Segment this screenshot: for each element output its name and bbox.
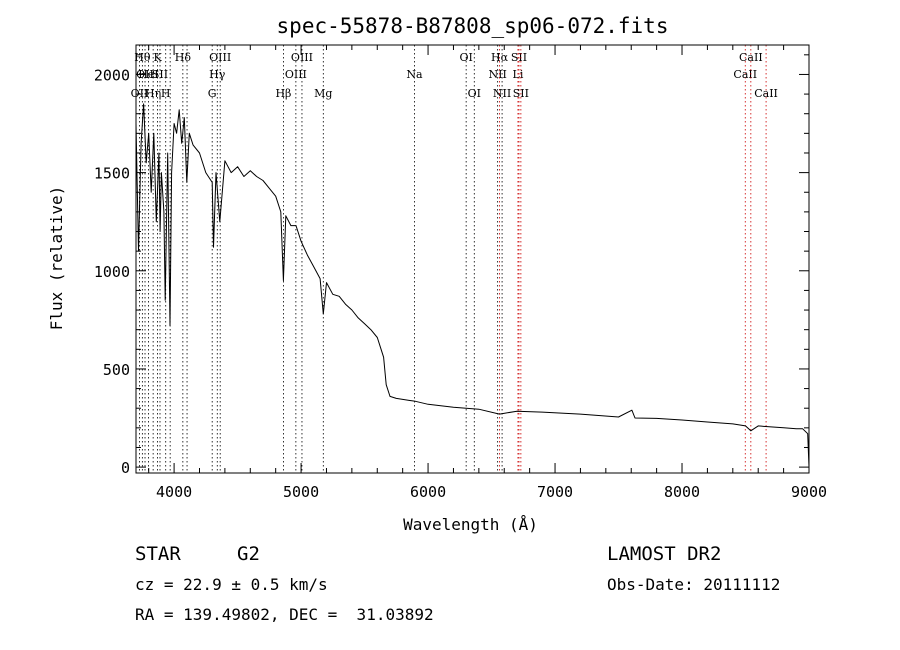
- observation-date: Obs-Date: 20111112: [607, 575, 781, 594]
- spectral-line-label: Hθ: [134, 51, 151, 64]
- spectral-line-label: Hγ: [209, 68, 226, 81]
- spectral-line-label: G: [208, 87, 217, 100]
- spectral-line-label: K: [153, 51, 162, 64]
- spectral-line-label: H: [161, 87, 171, 100]
- x-tick-label: 9000: [791, 483, 827, 501]
- spectral-line-label: OII: [131, 87, 149, 100]
- x-axis-label: Wavelength (Å): [403, 515, 538, 534]
- spectral-line-label: OI: [459, 51, 472, 64]
- spectral-line-label: OIII: [291, 51, 313, 64]
- spectral-line-label: NII: [488, 68, 506, 81]
- coordinates: RA = 139.49802, DEC = 31.03892: [135, 605, 434, 624]
- spectral-line-label: Hδ: [175, 51, 192, 64]
- spectral-line-label: OI: [468, 87, 481, 100]
- y-tick-label: 1000: [94, 263, 130, 281]
- spectral-line-label: Na: [406, 68, 423, 81]
- spectral-line-label: SII: [152, 68, 168, 81]
- object-subclass: G2: [237, 543, 260, 565]
- y-tick-label: 1500: [94, 165, 130, 183]
- spectral-line-label: Li: [513, 68, 524, 81]
- spectral-line-label: Mg: [314, 87, 332, 100]
- spectral-line-label: CaII: [739, 51, 763, 64]
- y-tick-label: 500: [103, 361, 130, 379]
- survey-name: LAMOST DR2: [607, 543, 722, 565]
- spectral-line-label: SII: [511, 51, 527, 64]
- spectral-line-label: CaII: [733, 68, 757, 81]
- spectral-line-label: HeI: [138, 68, 158, 81]
- y-axis-label: Flux (relative): [47, 186, 66, 331]
- spectral-line-label: Hα: [491, 51, 509, 64]
- y-tick-label: 2000: [94, 66, 130, 84]
- spectral-line-label: OIII: [285, 68, 307, 81]
- spectral-line-label: CaII: [754, 87, 778, 100]
- chart-title: spec-55878-B87808_sp06-072.fits: [277, 14, 669, 38]
- spectral-line-label: Hβ: [275, 87, 291, 100]
- object-class: STAR: [135, 543, 181, 565]
- spectral-line-label: OIII: [209, 51, 231, 64]
- x-tick-label: 7000: [537, 483, 573, 501]
- spectral-line-label: NII: [493, 87, 511, 100]
- spectrum-chart: OIIHθOIIHeIHηKSIIHHδGHγOIIIHβOIIIOIIIMgN…: [47, 14, 827, 534]
- spectral-line-label: SII: [513, 87, 529, 100]
- spectrum-line: [135, 103, 810, 468]
- x-tick-label: 8000: [664, 483, 700, 501]
- x-tick-label: 4000: [156, 483, 192, 501]
- x-tick-label: 5000: [283, 483, 319, 501]
- y-tick-label: 0: [121, 459, 130, 477]
- redshift-value: cz = 22.9 ± 0.5 km/s: [135, 575, 328, 594]
- spectral-line-label: Hη: [145, 87, 161, 100]
- plot-frame: [135, 44, 810, 474]
- x-tick-label: 6000: [410, 483, 446, 501]
